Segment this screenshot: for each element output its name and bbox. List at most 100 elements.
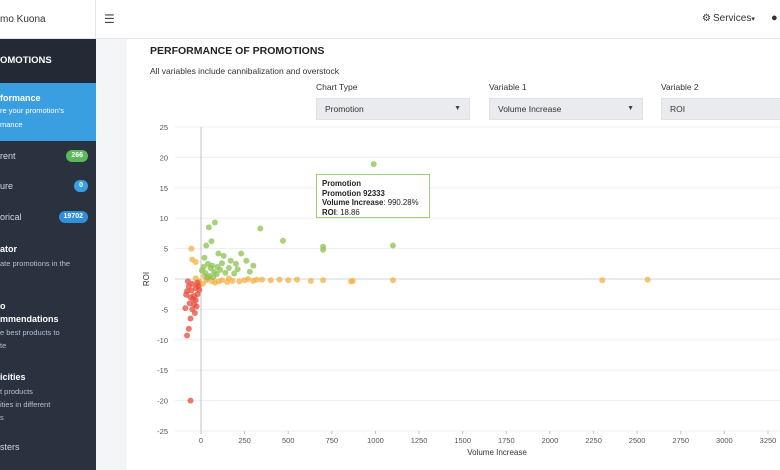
data-point (243, 257, 250, 264)
data-point (320, 246, 327, 253)
data-point (188, 245, 195, 252)
data-point (198, 267, 205, 274)
sidebar-item-label: ator (0, 244, 18, 254)
tooltip-y-value: : 18.86 (335, 207, 360, 217)
data-point (214, 263, 221, 270)
data-point (279, 237, 286, 244)
data-point (370, 161, 377, 168)
page-title: PERFORMANCE OF PROMOTIONS (150, 45, 325, 57)
caret-down-icon: ▾ (751, 16, 755, 23)
data-point (218, 260, 225, 267)
sidebar-item-label: mmendations (0, 314, 59, 324)
user-icon[interactable]: ● (771, 12, 778, 24)
data-point (184, 332, 191, 339)
data-point (205, 224, 212, 231)
sidebar-item-desc: t products (0, 387, 33, 396)
sidebar-item-label: rent (0, 151, 16, 161)
tooltip-x-key: Volume Increase (322, 198, 384, 207)
data-point (257, 225, 264, 232)
data-point (191, 310, 198, 317)
caret-down-icon: ▼ (627, 105, 634, 112)
sidebar-item-historical[interactable]: orical 19702 (0, 204, 96, 234)
data-point (183, 291, 190, 298)
brand-name[interactable]: mo Kuona (0, 0, 96, 39)
data-point (184, 278, 191, 285)
sidebar-item-desc: mance (0, 120, 23, 129)
data-point (245, 276, 252, 282)
sidebar-item-label: sters (0, 442, 20, 452)
sidebar-header: OMOTIONS (0, 39, 96, 83)
sidebar-item-label: orical (0, 212, 22, 222)
data-point (189, 256, 196, 263)
sidebar-item-desc: te (0, 341, 7, 350)
data-point (186, 300, 193, 307)
data-point (389, 242, 396, 249)
hamburger-icon[interactable]: ☰ (104, 12, 115, 26)
sidebar-item-current[interactable]: rent 266 (0, 143, 96, 173)
data-point (220, 252, 227, 259)
data-point (210, 274, 217, 281)
variable-1-label: Variable 1 (489, 82, 527, 92)
data-point (201, 254, 208, 261)
cogs-icon: ⚙ (702, 13, 711, 24)
data-point (185, 325, 192, 332)
data-point (193, 303, 200, 310)
caret-down-icon: ▼ (454, 105, 461, 112)
data-point (320, 277, 327, 284)
sidebar-item-elasticities[interactable]: icities t products ities in different s (0, 371, 96, 424)
data-point (215, 250, 222, 257)
sidebar-item-desc: s (0, 413, 4, 422)
count-badge: 0 (74, 180, 88, 192)
count-badge: 266 (66, 150, 88, 162)
data-point (187, 315, 194, 322)
data-point (190, 296, 197, 303)
data-point (225, 265, 232, 272)
data-point (227, 257, 234, 264)
sidebar: OMOTIONS formance re your promotion's ma… (0, 39, 96, 470)
sidebar-item-label: formance (0, 93, 41, 103)
sidebar-item-future[interactable]: ure 0 (0, 173, 96, 203)
select-value: Promotion (325, 104, 364, 114)
data-point (259, 276, 266, 283)
chart-type-label: Chart Type (316, 82, 358, 92)
data-point (187, 397, 194, 404)
tooltip-series: Promotion (322, 179, 361, 188)
data-point (238, 250, 245, 257)
chart-type-select[interactable]: Promotion ▼ (316, 98, 470, 120)
data-point (234, 266, 241, 273)
data-point (276, 276, 283, 283)
data-point (209, 262, 216, 269)
data-point (189, 280, 196, 287)
data-point (246, 268, 253, 275)
variable-2-select[interactable]: ROI (661, 98, 780, 120)
data-point (389, 277, 396, 284)
sidebar-item-clusters[interactable]: sters (0, 441, 96, 454)
data-point (236, 278, 243, 285)
data-point (307, 277, 314, 284)
sidebar-item-simulator[interactable]: ator ate promotions in the (0, 243, 96, 270)
sidebar-item-desc: ities in different (0, 400, 51, 409)
data-point (231, 270, 238, 277)
sidebar-item-desc: e best products to (0, 328, 60, 337)
data-point (204, 274, 211, 281)
services-menu[interactable]: ⚙ Services▾ (702, 13, 755, 24)
data-point (267, 277, 274, 284)
sidebar-item-recommendations[interactable]: o mmendations e best products to te (0, 300, 96, 352)
data-point (232, 260, 239, 267)
data-point (285, 277, 292, 284)
tooltip-y-key: ROI (322, 207, 336, 217)
variable-1-select[interactable]: Volume Increase ▼ (489, 98, 643, 120)
sidebar-item-desc: ate promotions in the (0, 259, 71, 268)
data-point (203, 242, 210, 249)
top-navbar: mo Kuona ☰ ⚙ Services▾ ● (0, 0, 780, 39)
sidebar-item-performance[interactable]: formance re your promotion's mance (0, 83, 96, 141)
count-badge: 19702 (58, 211, 88, 223)
data-point (211, 219, 218, 226)
data-point (599, 277, 606, 284)
select-value: Volume Increase (498, 104, 562, 114)
sidebar-item-label: icities (0, 372, 26, 382)
select-value: ROI (670, 104, 686, 114)
data-point (208, 238, 215, 245)
tooltip-x-value: : 990.28% (383, 198, 419, 207)
data-point (644, 276, 651, 283)
